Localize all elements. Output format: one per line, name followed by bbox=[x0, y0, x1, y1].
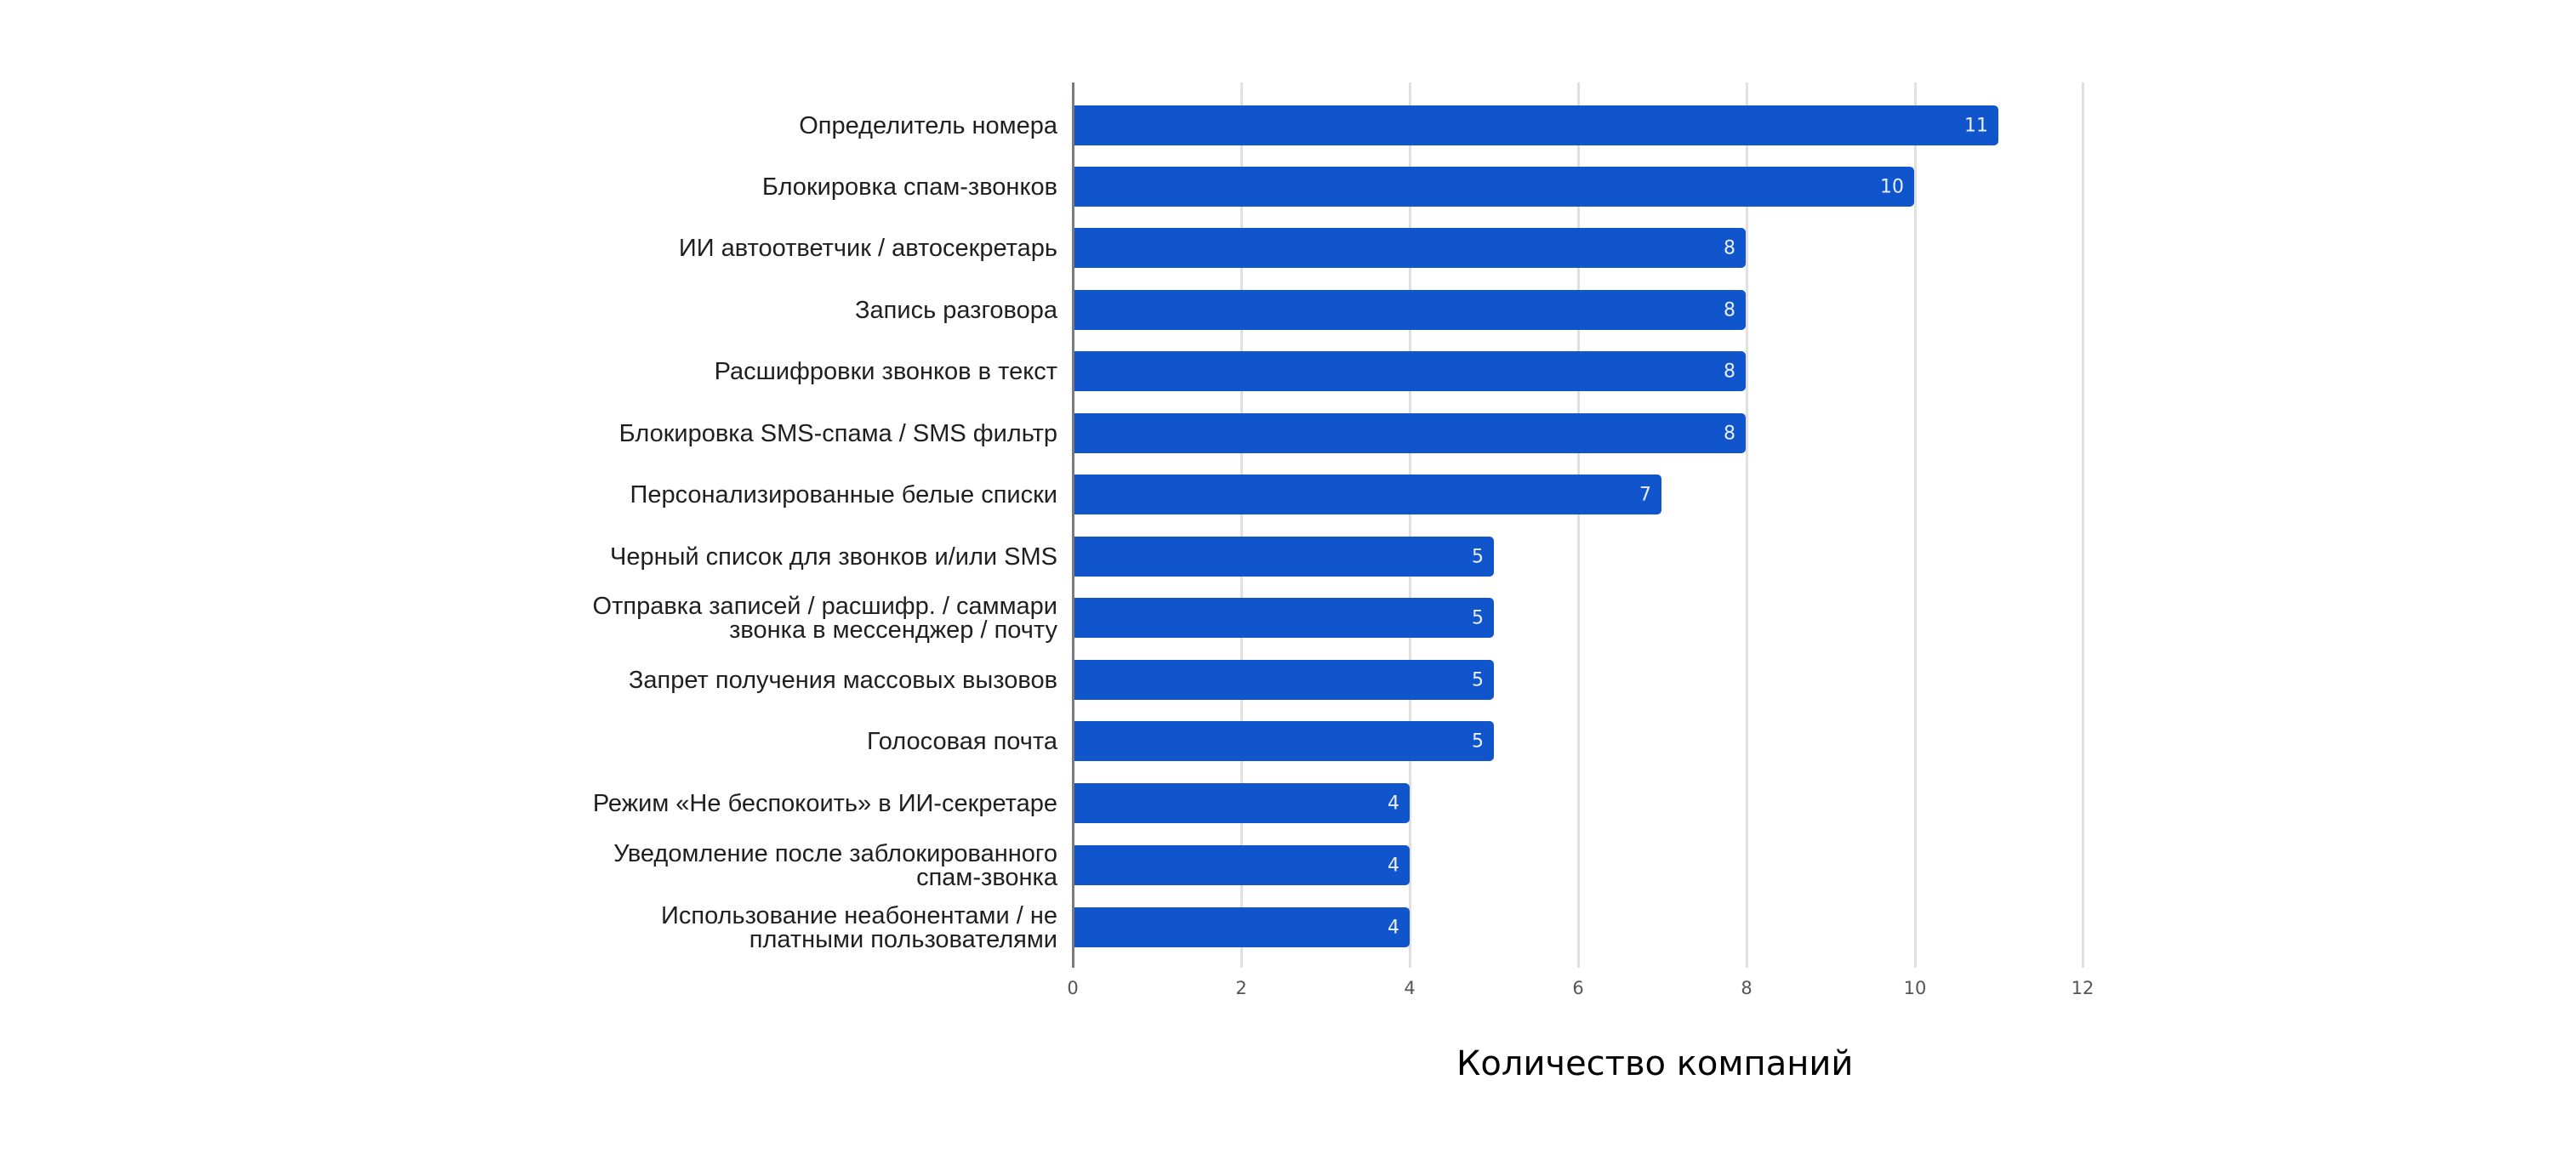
bar: 8 bbox=[1074, 228, 1746, 268]
category-label: Блокировка SMS-спама / SMS фильтр bbox=[618, 419, 1057, 447]
x-tick-label: 8 bbox=[1741, 978, 1752, 998]
bar: 11 bbox=[1074, 105, 1998, 145]
category-label: Использование неабонентами / не платными… bbox=[661, 901, 1057, 953]
bar: 10 bbox=[1074, 167, 1914, 207]
bar: 4 bbox=[1074, 783, 1410, 823]
bar-value-label: 4 bbox=[1388, 855, 1399, 876]
gridline-10 bbox=[1914, 82, 1917, 968]
bar-value-label: 5 bbox=[1472, 669, 1484, 690]
category-label: Черный список для звонков и/или SMS bbox=[609, 543, 1057, 571]
bar-value-label: 7 bbox=[1639, 484, 1651, 505]
bar: 8 bbox=[1074, 290, 1746, 330]
bar-row: Использование неабонентами / не платными… bbox=[0, 903, 2576, 952]
category-label: ИИ автоответчик / автосекретарь bbox=[678, 234, 1057, 262]
bar-row: Голосовая почта 5 bbox=[0, 721, 2576, 761]
bar: 4 bbox=[1074, 907, 1410, 947]
category-label: Режим «Не беспокоить» в ИИ-секретаре bbox=[592, 789, 1057, 817]
bar-value-label: 8 bbox=[1724, 361, 1735, 382]
category-label: Голосовая почта bbox=[867, 727, 1057, 755]
bar-row: ИИ автоответчик / автосекретарь 8 bbox=[0, 228, 2576, 268]
bar-row: Расшифровки звонков в текст 8 bbox=[0, 351, 2576, 391]
bar: 5 bbox=[1074, 537, 1494, 577]
bar: 5 bbox=[1074, 660, 1494, 700]
x-tick-label: 2 bbox=[1235, 978, 1247, 998]
category-label: Отправка записей / расшифр. / саммари зв… bbox=[592, 592, 1057, 644]
bar: 8 bbox=[1074, 413, 1746, 453]
x-axis-title: Количество компаний bbox=[1456, 1044, 1854, 1083]
bar-value-label: 4 bbox=[1388, 917, 1399, 938]
bar-value-label: 8 bbox=[1724, 299, 1735, 321]
bar-value-label: 5 bbox=[1472, 546, 1484, 567]
x-tick-label: 12 bbox=[2071, 978, 2094, 998]
bar: 7 bbox=[1074, 475, 1661, 514]
category-label: Персонализированные белые списки bbox=[630, 480, 1057, 509]
gridline-8 bbox=[1746, 82, 1748, 968]
gridline-4 bbox=[1409, 82, 1411, 968]
gridline-12 bbox=[2082, 82, 2084, 968]
category-label: Блокировка спам-звонков bbox=[761, 173, 1057, 201]
bar-value-label: 5 bbox=[1472, 607, 1484, 628]
x-tick-label: 6 bbox=[1572, 978, 1584, 998]
bar: 5 bbox=[1074, 721, 1494, 761]
bar-value-label: 5 bbox=[1472, 730, 1484, 752]
bar-row: Блокировка спам-звонков 10 bbox=[0, 167, 2576, 207]
bar: 8 bbox=[1074, 351, 1746, 391]
bar-row: Черный список для звонков и/или SMS 5 bbox=[0, 537, 2576, 577]
category-label: Запрет получения массовых вызовов bbox=[628, 666, 1057, 694]
bar-value-label: 11 bbox=[1964, 115, 1988, 136]
bar-row: Определитель номера 11 bbox=[0, 105, 2576, 145]
category-label: Запись разговора bbox=[855, 296, 1057, 324]
bar-value-label: 8 bbox=[1724, 423, 1735, 444]
bar-row: Уведомление после заблокированного спам-… bbox=[0, 841, 2576, 889]
bar-value-label: 4 bbox=[1388, 793, 1399, 814]
bar-row: Отправка записей / расшифр. / саммари зв… bbox=[0, 594, 2576, 642]
gridline-2 bbox=[1240, 82, 1243, 968]
bar-row: Персонализированные белые списки 7 bbox=[0, 475, 2576, 514]
category-label: Определитель номера bbox=[799, 111, 1057, 139]
bar: 4 bbox=[1074, 845, 1410, 885]
bar-value-label: 10 bbox=[1880, 176, 1904, 197]
bar: 5 bbox=[1074, 598, 1494, 638]
x-tick-label: 0 bbox=[1067, 978, 1079, 998]
bar-value-label: 8 bbox=[1724, 237, 1735, 259]
category-label: Уведомление после заблокированного спам-… bbox=[613, 839, 1057, 891]
bar-row: Запрет получения массовых вызовов 5 bbox=[0, 660, 2576, 700]
category-label: Расшифровки звонков в текст bbox=[714, 357, 1057, 385]
gridline-6 bbox=[1577, 82, 1580, 968]
bar-row: Запись разговора 8 bbox=[0, 290, 2576, 330]
x-tick-label: 10 bbox=[1903, 978, 1927, 998]
bar-row: Блокировка SMS-спама / SMS фильтр 8 bbox=[0, 413, 2576, 453]
bar-row: Режим «Не беспокоить» в ИИ-секретаре 4 bbox=[0, 783, 2576, 823]
x-tick-label: 4 bbox=[1404, 978, 1416, 998]
y-axis-line bbox=[1072, 82, 1074, 968]
